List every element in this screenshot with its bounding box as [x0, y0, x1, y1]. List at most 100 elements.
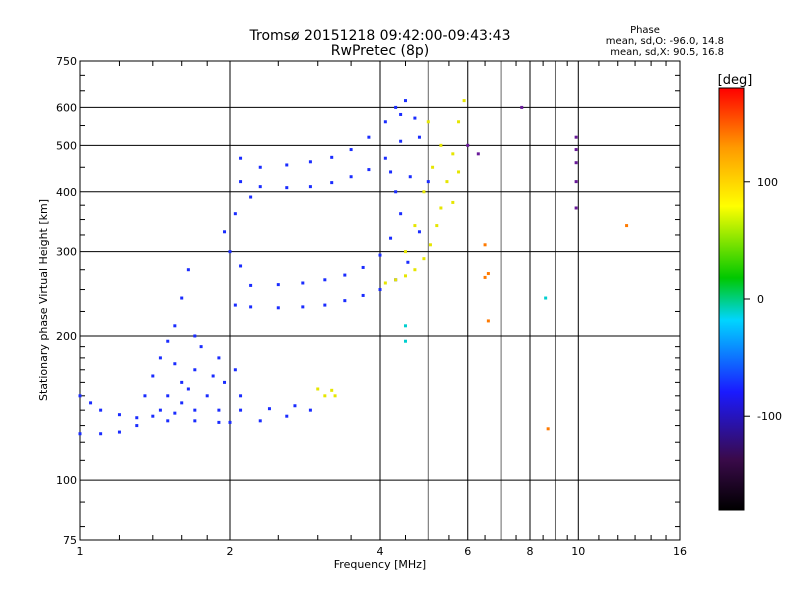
y-tick-label: 600 [56, 101, 77, 114]
data-point [239, 156, 243, 160]
data-point [308, 408, 312, 412]
data-point [285, 414, 289, 418]
data-point [361, 293, 365, 297]
stats-line-o: mean, sd,O: -96.0, 14.8 [606, 36, 724, 47]
data-point [117, 430, 121, 434]
data-point [483, 275, 487, 279]
data-point [239, 408, 243, 412]
data-point [333, 394, 337, 398]
data-point [462, 99, 466, 103]
data-point [99, 408, 103, 412]
data-point [403, 250, 407, 254]
data-point [330, 155, 334, 159]
colorbar-label: [deg] [718, 73, 753, 88]
data-point [574, 135, 578, 139]
data-point [439, 143, 443, 147]
data-point [285, 186, 289, 190]
data-point [173, 362, 177, 366]
data-point [117, 413, 121, 417]
data-point [166, 419, 170, 423]
y-tick-label: 100 [56, 474, 77, 487]
data-point [158, 408, 162, 412]
data-point [78, 394, 82, 398]
data-point [546, 427, 550, 431]
data-point [99, 432, 103, 436]
data-point [239, 180, 243, 184]
data-point [158, 356, 162, 360]
data-point [211, 374, 215, 378]
data-point [151, 414, 155, 418]
data-point [151, 374, 155, 378]
data-point [180, 296, 184, 300]
data-point [323, 278, 327, 282]
data-point [486, 319, 490, 323]
data-point [233, 303, 237, 307]
colorbar-tick-label: 0 [757, 293, 764, 306]
data-point [394, 105, 398, 109]
y-tick-label: 400 [56, 186, 77, 199]
data-point [217, 420, 221, 424]
data-point [367, 135, 371, 139]
data-point [625, 224, 629, 228]
data-point [193, 408, 197, 412]
data-point [466, 143, 470, 147]
data-point [233, 212, 237, 216]
data-points [78, 99, 629, 436]
colorbar-ticks: 100 0 -100 [744, 176, 782, 423]
grid-lines [80, 61, 680, 540]
data-point [173, 411, 177, 415]
data-point [186, 387, 190, 391]
data-point [166, 394, 170, 398]
data-point [89, 401, 93, 405]
data-point [223, 230, 227, 234]
x-tick-label: 6 [464, 545, 471, 558]
y-axis-label: Stationary phase Virtual Height [km] [37, 199, 50, 401]
data-point [389, 236, 393, 240]
data-point [403, 274, 407, 278]
x-tick-label: 1 [77, 545, 84, 558]
y-axis-ticks: 75 100 200 300 400 500 600 750 [56, 55, 77, 547]
data-point [574, 148, 578, 152]
data-point [403, 99, 407, 103]
data-point [426, 180, 430, 184]
data-point [343, 273, 347, 277]
colorbar-tick-label: 100 [757, 176, 778, 189]
data-point [249, 195, 253, 199]
data-point [199, 345, 203, 349]
data-point [249, 305, 253, 309]
data-point [451, 152, 455, 156]
data-point [378, 253, 382, 257]
y-tick-label: 750 [56, 55, 77, 68]
y-tick-label: 300 [56, 246, 77, 259]
data-point [417, 230, 421, 234]
data-point [422, 190, 426, 194]
data-point [399, 112, 403, 116]
data-point [394, 190, 398, 194]
data-point [349, 148, 353, 152]
data-point [193, 334, 197, 338]
data-point [457, 170, 461, 174]
data-point [308, 160, 312, 164]
data-point [413, 116, 417, 120]
data-point [574, 206, 578, 210]
data-point [349, 175, 353, 179]
data-point [285, 163, 289, 167]
x-axis-label: Frequency [MHz] [334, 558, 426, 571]
data-point [413, 224, 417, 228]
x-tick-label: 2 [227, 545, 234, 558]
data-point [330, 388, 334, 392]
data-point [330, 181, 334, 185]
data-point [445, 180, 449, 184]
data-point [180, 380, 184, 384]
data-point [323, 394, 327, 398]
data-point [483, 243, 487, 247]
data-point [301, 305, 305, 309]
data-point [223, 380, 227, 384]
y-tick-label: 500 [56, 139, 77, 152]
y-tick-label: 75 [63, 534, 77, 547]
data-point [186, 268, 190, 272]
data-point [135, 416, 139, 420]
data-point [574, 161, 578, 165]
data-point [258, 165, 262, 169]
